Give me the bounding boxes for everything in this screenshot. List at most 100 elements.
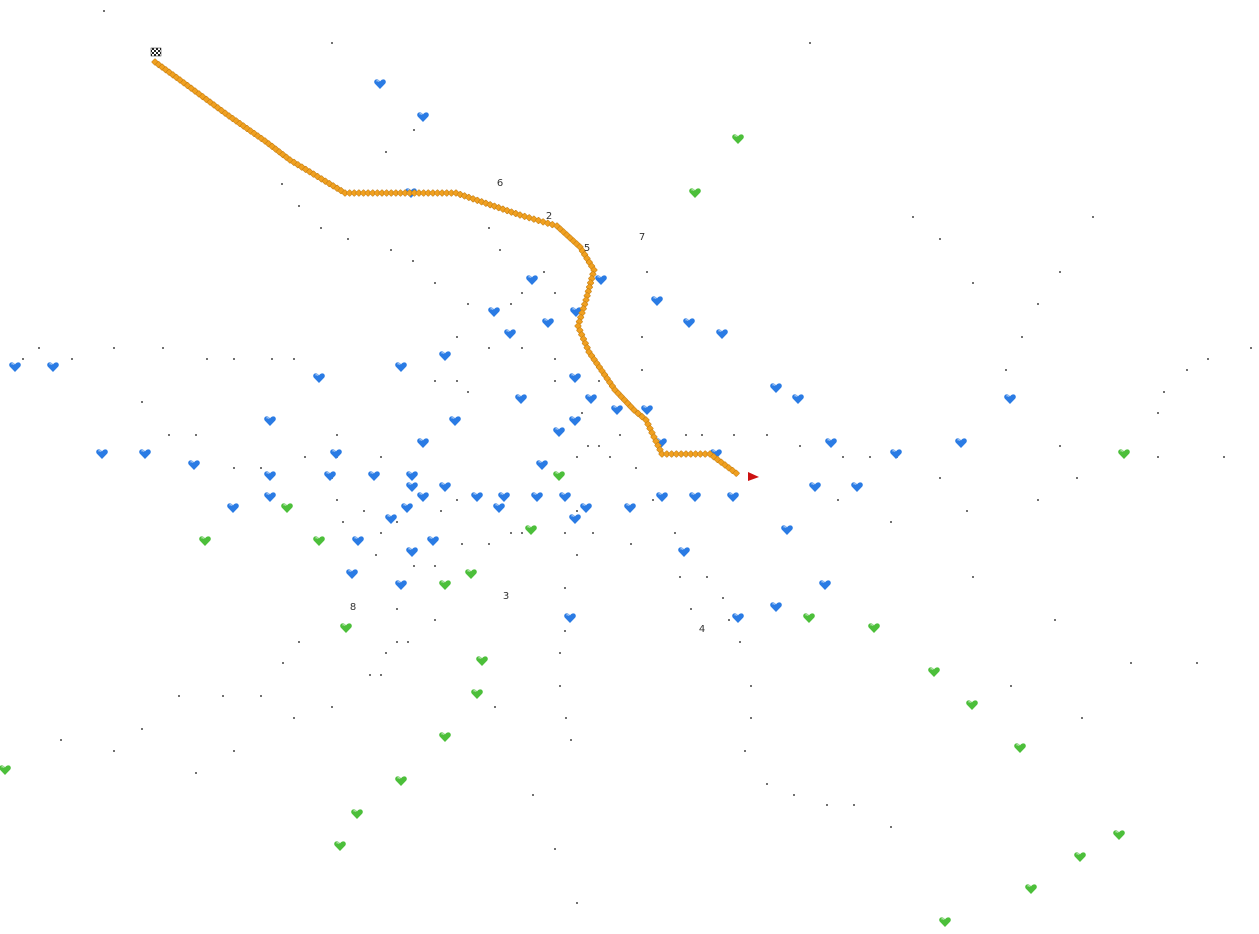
green-heart-marker-icon[interactable] [351, 809, 363, 819]
blue-heart-marker-icon[interactable] [569, 416, 581, 426]
blue-heart-marker-icon[interactable] [792, 394, 804, 404]
blue-heart-marker-icon[interactable] [449, 416, 461, 426]
blue-heart-marker-icon[interactable] [569, 373, 581, 383]
blue-heart-marker-icon[interactable] [352, 536, 364, 546]
blue-heart-marker-icon[interactable] [504, 329, 516, 339]
green-heart-marker-icon[interactable] [732, 134, 744, 144]
green-heart-marker-icon[interactable] [1074, 852, 1086, 862]
blue-heart-marker-icon[interactable] [732, 613, 744, 623]
blue-heart-marker-icon[interactable] [678, 547, 690, 557]
green-heart-marker-icon[interactable] [966, 700, 978, 710]
green-heart-marker-icon[interactable] [439, 580, 451, 590]
blue-heart-marker-icon[interactable] [417, 492, 429, 502]
blue-heart-marker-icon[interactable] [624, 503, 636, 513]
green-heart-marker-icon[interactable] [803, 613, 815, 623]
blue-heart-marker-icon[interactable] [689, 492, 701, 502]
blue-heart-marker-icon[interactable] [188, 460, 200, 470]
blue-heart-marker-icon[interactable] [439, 351, 451, 361]
blue-heart-marker-icon[interactable] [374, 79, 386, 89]
green-heart-marker-icon[interactable] [281, 503, 293, 513]
red-flag-icon[interactable] [748, 472, 759, 481]
blue-heart-marker-icon[interactable] [427, 536, 439, 546]
blue-heart-marker-icon[interactable] [498, 492, 510, 502]
blue-heart-marker-icon[interactable] [385, 514, 397, 524]
blue-heart-marker-icon[interactable] [570, 307, 582, 317]
blue-heart-marker-icon[interactable] [825, 438, 837, 448]
green-heart-marker-icon[interactable] [689, 188, 701, 198]
blue-heart-marker-icon[interactable] [580, 503, 592, 513]
green-heart-marker-icon[interactable] [0, 765, 11, 775]
blue-heart-marker-icon[interactable] [809, 482, 821, 492]
green-heart-marker-icon[interactable] [1118, 449, 1130, 459]
green-heart-marker-icon[interactable] [525, 525, 537, 535]
blue-heart-marker-icon[interactable] [641, 405, 653, 415]
blue-heart-marker-icon[interactable] [139, 449, 151, 459]
green-heart-marker-icon[interactable] [1014, 743, 1026, 753]
blue-heart-marker-icon[interactable] [683, 318, 695, 328]
blue-heart-marker-icon[interactable] [439, 482, 451, 492]
blue-heart-marker-icon[interactable] [656, 492, 668, 502]
green-heart-marker-icon[interactable] [334, 841, 346, 851]
green-heart-marker-icon[interactable] [199, 536, 211, 546]
blue-heart-marker-icon[interactable] [727, 492, 739, 502]
blue-heart-marker-icon[interactable] [559, 492, 571, 502]
blue-heart-marker-icon[interactable] [488, 307, 500, 317]
blue-heart-marker-icon[interactable] [96, 449, 108, 459]
green-heart-marker-icon[interactable] [340, 623, 352, 633]
green-heart-marker-icon[interactable] [313, 536, 325, 546]
blue-heart-marker-icon[interactable] [406, 482, 418, 492]
blue-heart-marker-icon[interactable] [542, 318, 554, 328]
green-heart-marker-icon[interactable] [939, 917, 951, 927]
blue-heart-marker-icon[interactable] [595, 275, 607, 285]
blue-heart-marker-icon[interactable] [395, 580, 407, 590]
blue-heart-marker-icon[interactable] [611, 405, 623, 415]
green-heart-marker-icon[interactable] [1113, 830, 1125, 840]
blue-heart-marker-icon[interactable] [346, 569, 358, 579]
green-heart-marker-icon[interactable] [395, 776, 407, 786]
blue-heart-marker-icon[interactable] [368, 471, 380, 481]
blue-heart-marker-icon[interactable] [526, 275, 538, 285]
blue-heart-marker-icon[interactable] [9, 362, 21, 372]
blue-heart-marker-icon[interactable] [553, 427, 565, 437]
blue-heart-marker-icon[interactable] [536, 460, 548, 470]
blue-heart-marker-icon[interactable] [406, 547, 418, 557]
green-heart-marker-icon[interactable] [439, 732, 451, 742]
blue-heart-marker-icon[interactable] [264, 471, 276, 481]
blue-heart-marker-icon[interactable] [819, 580, 831, 590]
blue-heart-marker-icon[interactable] [651, 296, 663, 306]
green-heart-marker-icon[interactable] [476, 656, 488, 666]
blue-heart-marker-icon[interactable] [417, 438, 429, 448]
blue-heart-marker-icon[interactable] [569, 514, 581, 524]
blue-heart-marker-icon[interactable] [770, 383, 782, 393]
blue-heart-marker-icon[interactable] [531, 492, 543, 502]
blue-heart-marker-icon[interactable] [330, 449, 342, 459]
green-heart-marker-icon[interactable] [868, 623, 880, 633]
blue-heart-marker-icon[interactable] [710, 449, 722, 459]
blue-heart-marker-icon[interactable] [313, 373, 325, 383]
blue-heart-marker-icon[interactable] [406, 471, 418, 481]
green-heart-marker-icon[interactable] [553, 471, 565, 481]
blue-heart-marker-icon[interactable] [716, 329, 728, 339]
checkered-flag-icon[interactable] [150, 47, 162, 57]
blue-heart-marker-icon[interactable] [324, 471, 336, 481]
blue-heart-marker-icon[interactable] [227, 503, 239, 513]
blue-heart-marker-icon[interactable] [401, 503, 413, 513]
blue-heart-marker-icon[interactable] [515, 394, 527, 404]
green-heart-marker-icon[interactable] [471, 689, 483, 699]
blue-heart-marker-icon[interactable] [493, 503, 505, 513]
blue-heart-marker-icon[interactable] [264, 416, 276, 426]
blue-heart-marker-icon[interactable] [471, 492, 483, 502]
blue-heart-marker-icon[interactable] [585, 394, 597, 404]
blue-heart-marker-icon[interactable] [770, 602, 782, 612]
green-heart-marker-icon[interactable] [465, 569, 477, 579]
blue-heart-marker-icon[interactable] [264, 492, 276, 502]
green-heart-marker-icon[interactable] [928, 667, 940, 677]
blue-heart-marker-icon[interactable] [564, 613, 576, 623]
blue-heart-marker-icon[interactable] [955, 438, 967, 448]
blue-heart-marker-icon[interactable] [417, 112, 429, 122]
blue-heart-marker-icon[interactable] [1004, 394, 1016, 404]
blue-heart-marker-icon[interactable] [47, 362, 59, 372]
blue-heart-marker-icon[interactable] [781, 525, 793, 535]
